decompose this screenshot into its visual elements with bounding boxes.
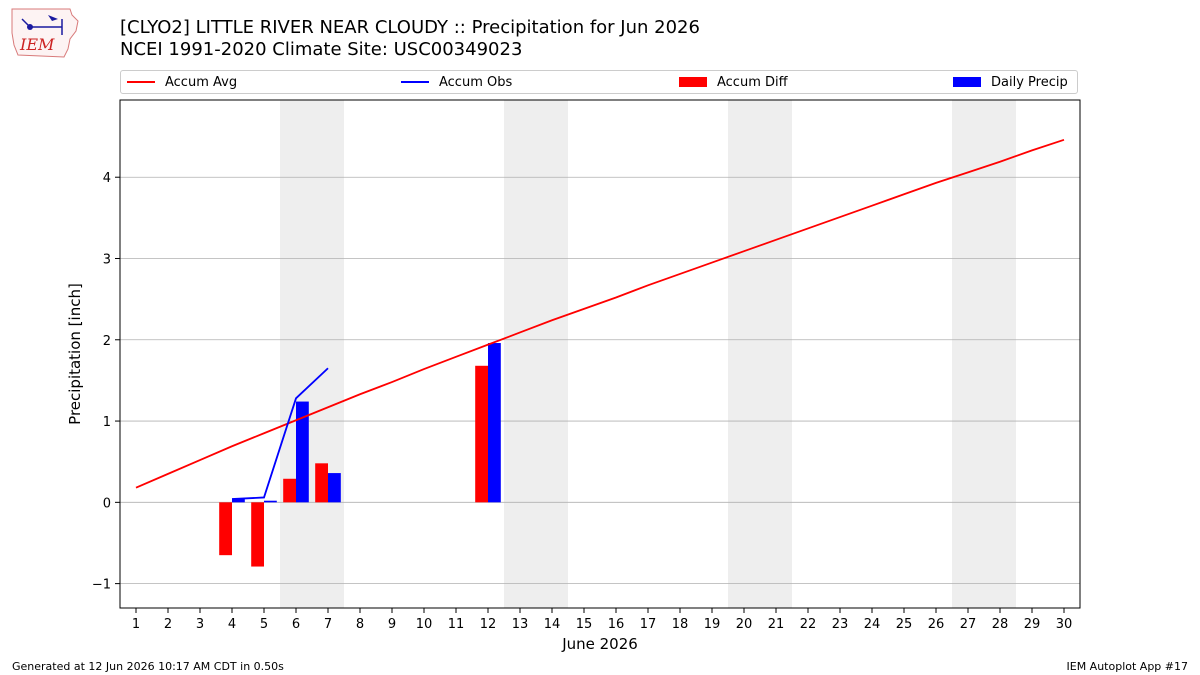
- legend-swatch-accum-obs: [401, 81, 429, 83]
- x-tick-label: 6: [292, 617, 300, 632]
- x-tick-label: 29: [1024, 617, 1041, 632]
- legend-item-daily-precip: Daily Precip: [953, 71, 1068, 93]
- weekend-shading: [280, 100, 1016, 608]
- chart-legend: Accum Avg Accum Obs Accum Diff Daily Pre…: [120, 70, 1078, 94]
- plot-frame: [119, 99, 1081, 609]
- x-tick-label: 30: [1056, 617, 1073, 632]
- logo-text: IEM: [19, 35, 55, 54]
- iem-logo: IEM: [11, 8, 79, 58]
- bar-daily-precip: [296, 401, 309, 503]
- x-tick-label: 8: [356, 617, 364, 632]
- x-tick-label: 18: [672, 617, 689, 632]
- x-tick-label: 12: [480, 617, 497, 632]
- chart-subtitle: NCEI 1991-2020 Climate Site: USC00349023: [120, 39, 523, 60]
- x-axis-label: June 2026: [561, 635, 638, 653]
- weekend-band: [728, 100, 792, 608]
- y-axis-label: Precipitation [inch]: [66, 283, 84, 425]
- bar-daily-precip: [488, 343, 501, 503]
- x-tick-label: 23: [832, 617, 849, 632]
- x-tick-label: 28: [992, 617, 1009, 632]
- x-tick-label: 15: [576, 617, 593, 632]
- x-tick-label: 27: [960, 617, 977, 632]
- x-tick-label: 7: [324, 617, 332, 632]
- x-tick-label: 2: [164, 617, 172, 632]
- x-tick-label: 10: [416, 617, 433, 632]
- weekend-band: [504, 100, 568, 608]
- bar-daily-precip: [328, 473, 341, 503]
- bar-daily-precip: [264, 500, 277, 503]
- x-tick-label: 26: [928, 617, 945, 632]
- legend-item-accum-avg: Accum Avg: [127, 71, 237, 93]
- x-tick-label: 13: [512, 617, 529, 632]
- legend-swatch-daily-precip: [953, 77, 981, 87]
- footer-app: IEM Autoplot App #17: [1066, 660, 1189, 673]
- line-series: [135, 138, 1065, 500]
- legend-item-accum-diff: Accum Diff: [679, 71, 788, 93]
- x-tick-label: 24: [864, 617, 881, 632]
- legend-label-daily-precip: Daily Precip: [991, 74, 1068, 90]
- x-tick-label: 5: [260, 617, 268, 632]
- x-tick-label: 4: [228, 617, 236, 632]
- x-tick-label: 14: [544, 617, 561, 632]
- y-tick-label: 1: [103, 415, 111, 430]
- legend-label-accum-avg: Accum Avg: [165, 74, 238, 90]
- x-tick-label: 21: [768, 617, 785, 632]
- x-tick-label: 3: [196, 617, 204, 632]
- x-tick-label: 16: [608, 617, 625, 632]
- line-accum-avg: [135, 138, 1065, 489]
- weekend-band: [952, 100, 1016, 608]
- y-tick-label: −1: [92, 578, 111, 593]
- y-tick-label: 0: [103, 496, 111, 511]
- x-tick-label: 9: [388, 617, 396, 632]
- chart-title: [CLYO2] LITTLE RIVER NEAR CLOUDY :: Prec…: [120, 17, 700, 38]
- legend-swatch-accum-avg: [127, 81, 155, 83]
- footer-generated: Generated at 12 Jun 2026 10:17 AM CDT in…: [12, 660, 284, 673]
- legend-swatch-accum-diff: [679, 77, 707, 87]
- axes-ticks: 1 2 3 4 5 6 7 8 9 10 11 12 13 14 15 16 17 18 19 20 21 22 23 24 2…: [92, 171, 1072, 632]
- line-accum-obs: [231, 367, 329, 500]
- bar-accum-diff: [251, 502, 264, 567]
- bar-accum-diff: [219, 502, 232, 556]
- legend-item-accum-obs: Accum Obs: [401, 71, 512, 93]
- weekend-band: [280, 100, 344, 608]
- y-tick-label: 3: [103, 252, 111, 267]
- bar-accum-diff: [475, 365, 488, 503]
- y-gridlines: [120, 176, 1080, 585]
- x-tick-label: 25: [896, 617, 913, 632]
- y-tick-label: 2: [103, 334, 111, 349]
- x-tick-label: 22: [800, 617, 817, 632]
- x-tick-label: 11: [448, 617, 465, 632]
- legend-label-accum-diff: Accum Diff: [717, 74, 788, 90]
- legend-label-accum-obs: Accum Obs: [439, 74, 513, 90]
- bar-accum-diff: [283, 478, 296, 503]
- x-tick-label: 19: [704, 617, 721, 632]
- bar-series: [219, 343, 501, 567]
- x-tick-label: 1: [132, 617, 140, 632]
- bar-accum-diff: [315, 463, 328, 503]
- x-tick-label: 17: [640, 617, 657, 632]
- x-tick-label: 20: [736, 617, 753, 632]
- bar-daily-precip: [232, 499, 245, 503]
- y-tick-label: 4: [103, 171, 111, 186]
